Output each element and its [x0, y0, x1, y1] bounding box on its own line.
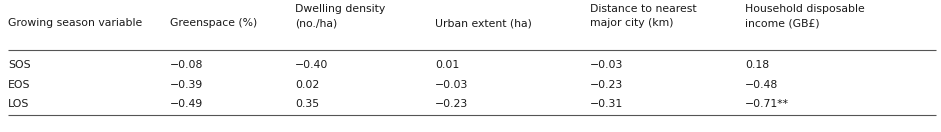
Text: −0.71**: −0.71**: [745, 99, 789, 109]
Text: −0.31: −0.31: [590, 99, 623, 109]
Text: 0.18: 0.18: [745, 60, 769, 70]
Text: income (GB£): income (GB£): [745, 18, 820, 28]
Text: Household disposable: Household disposable: [745, 4, 865, 14]
Text: 0.01: 0.01: [435, 60, 459, 70]
Text: −0.23: −0.23: [435, 99, 469, 109]
Text: Greenspace (%): Greenspace (%): [170, 18, 257, 28]
Text: 0.35: 0.35: [295, 99, 319, 109]
Text: −0.23: −0.23: [590, 80, 623, 90]
Text: Growing season variable: Growing season variable: [8, 18, 142, 28]
Text: −0.03: −0.03: [590, 60, 623, 70]
Text: Dwelling density: Dwelling density: [295, 4, 385, 14]
Text: major city (km): major city (km): [590, 18, 674, 28]
Text: −0.40: −0.40: [295, 60, 328, 70]
Text: LOS: LOS: [8, 99, 29, 109]
Text: EOS: EOS: [8, 80, 30, 90]
Text: −0.03: −0.03: [435, 80, 469, 90]
Text: 0.02: 0.02: [295, 80, 319, 90]
Text: Urban extent (ha): Urban extent (ha): [435, 18, 532, 28]
Text: SOS: SOS: [8, 60, 31, 70]
Text: −0.48: −0.48: [745, 80, 778, 90]
Text: −0.39: −0.39: [170, 80, 203, 90]
Text: Distance to nearest: Distance to nearest: [590, 4, 696, 14]
Text: −0.49: −0.49: [170, 99, 203, 109]
Text: (no./ha): (no./ha): [295, 18, 337, 28]
Text: −0.08: −0.08: [170, 60, 203, 70]
